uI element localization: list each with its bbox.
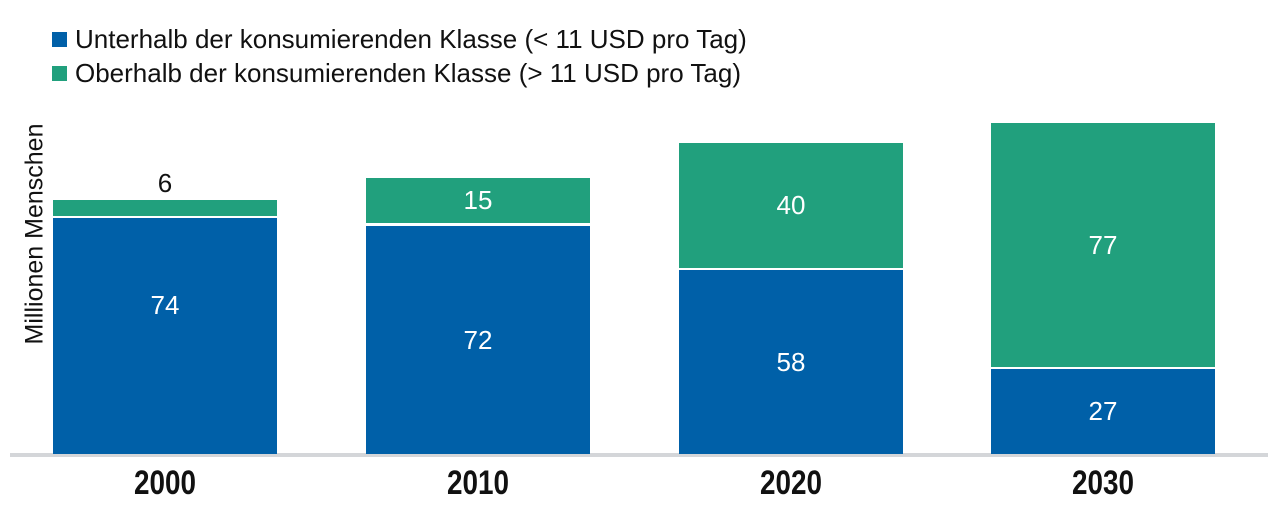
bar-2000-above [53,200,277,216]
bar-2000-below-label: 74 [150,289,180,320]
legend-swatch-below [52,31,67,47]
x-tick-2020: 2020 [759,464,823,502]
legend-label-below: Unterhalb der konsumierenden Klasse (< 1… [75,23,747,54]
x-tick-2000: 2000 [133,464,197,502]
bar-2030-above: 77 [991,123,1215,367]
bar-2020-below-label: 58 [776,346,806,377]
bar-2010-below-label: 72 [463,324,493,355]
bar-2020-above: 40 [679,143,903,268]
bar-2020-below: 58 [679,270,903,454]
bar-2030-above-label: 77 [1088,229,1118,260]
bar-2020-above-label: 40 [776,190,806,220]
legend-item-above: Oberhalb der konsumierenden Klasse (> 11… [52,56,747,90]
legend-label-above: Oberhalb der konsumierenden Klasse (> 11… [75,57,742,88]
legend: Unterhalb der konsumierenden Klasse (< 1… [52,22,747,90]
x-tick-2030: 2030 [1071,464,1135,502]
legend-swatch-above [52,65,67,81]
bar-2030-below-label: 27 [1088,396,1118,426]
x-tick-2010: 2010 [446,464,510,502]
bar-2000-above-label: 6 [157,168,173,198]
bar-2010-below: 72 [366,226,590,454]
legend-item-below: Unterhalb der konsumierenden Klasse (< 1… [52,22,747,56]
bar-2010-above-label: 15 [463,185,493,215]
bar-2030-below: 27 [991,369,1215,454]
bar-2010-above: 15 [366,178,590,223]
bar-2000-below: 74 [53,218,277,454]
x-axis-line [10,453,1268,457]
